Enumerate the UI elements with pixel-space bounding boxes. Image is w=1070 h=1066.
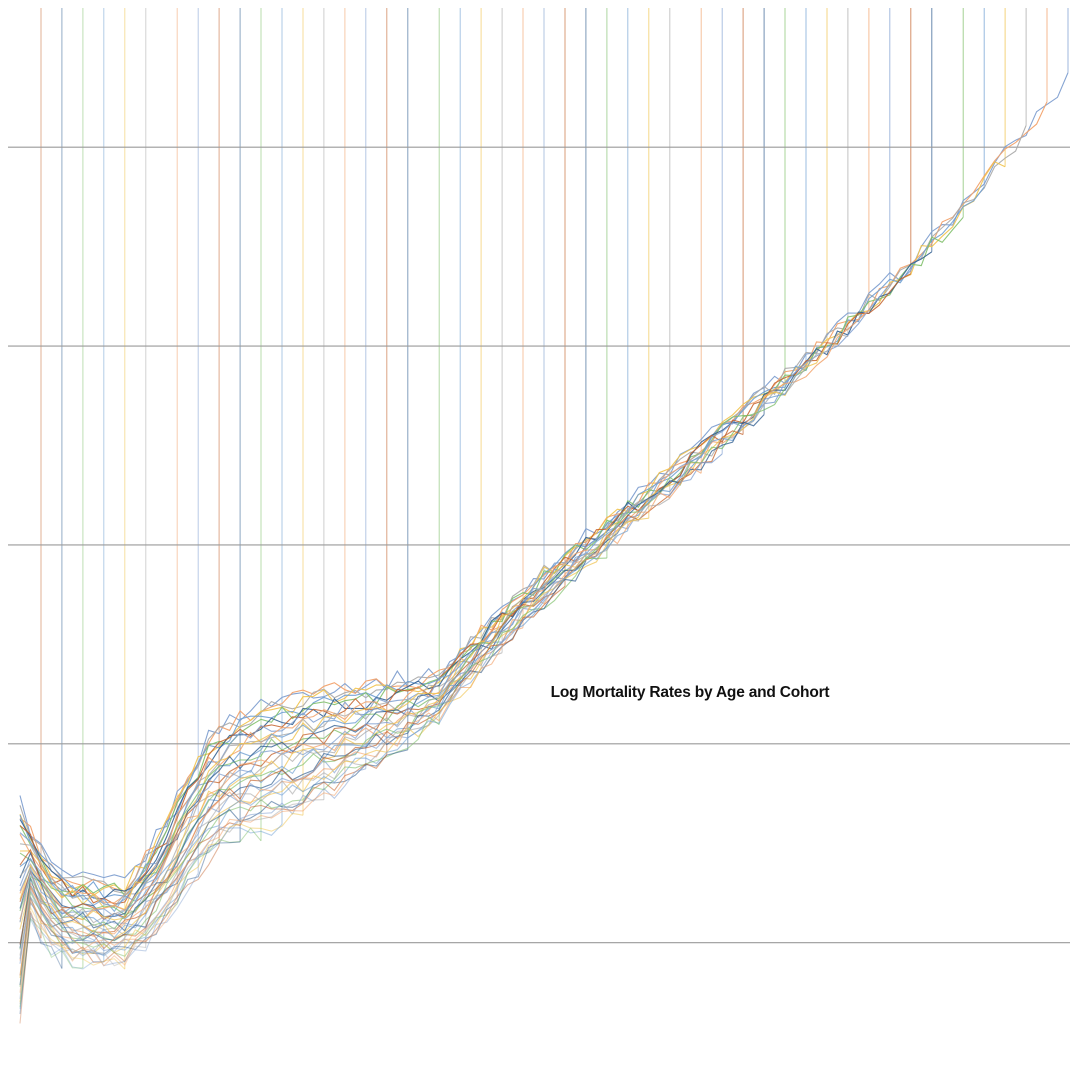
- series-line-42: [19, 915, 146, 1005]
- series-line-7: [19, 273, 912, 905]
- series-line-36: [19, 824, 283, 959]
- series-line-15: [19, 430, 744, 920]
- series-line-38: [19, 841, 241, 986]
- series-line-29: [19, 716, 440, 950]
- horizontal-gridlines: [8, 146, 1070, 944]
- series-line-5: [19, 216, 964, 897]
- series-line-39: [19, 846, 220, 976]
- series-line-1: [19, 101, 1048, 893]
- series-line-9: [19, 309, 870, 904]
- series-line-40: [19, 873, 199, 999]
- series-line-37: [19, 827, 262, 987]
- series-line-44: [19, 917, 104, 1009]
- series-line-14: [19, 414, 765, 918]
- series-line-25: [19, 627, 524, 937]
- series-line-45: [19, 917, 83, 1008]
- series-line-33: [19, 780, 346, 961]
- series-line-41: [19, 899, 178, 993]
- cohort-start-lines: [40, 8, 1069, 970]
- series-line-8: [19, 283, 891, 907]
- series-line-3: [19, 161, 1006, 897]
- series-line-6: [19, 251, 933, 900]
- series-line-35: [19, 812, 304, 978]
- series-line-43: [19, 905, 126, 1003]
- series-line-30: [19, 749, 408, 949]
- series-line-11: [19, 344, 828, 911]
- series-line-31: [19, 754, 388, 950]
- cohort-series: [19, 72, 1069, 1024]
- series-line-47: [19, 911, 42, 1024]
- series-line-27: [19, 668, 482, 939]
- series-line-10: [19, 333, 849, 908]
- series-line-46: [19, 912, 63, 1015]
- series-line-34: [19, 799, 324, 956]
- series-line-12: [19, 364, 807, 913]
- chart-title: Log Mortality Rates by Age and Cohort: [551, 684, 830, 701]
- series-line-28: [19, 688, 461, 945]
- series-line-20: [19, 530, 629, 927]
